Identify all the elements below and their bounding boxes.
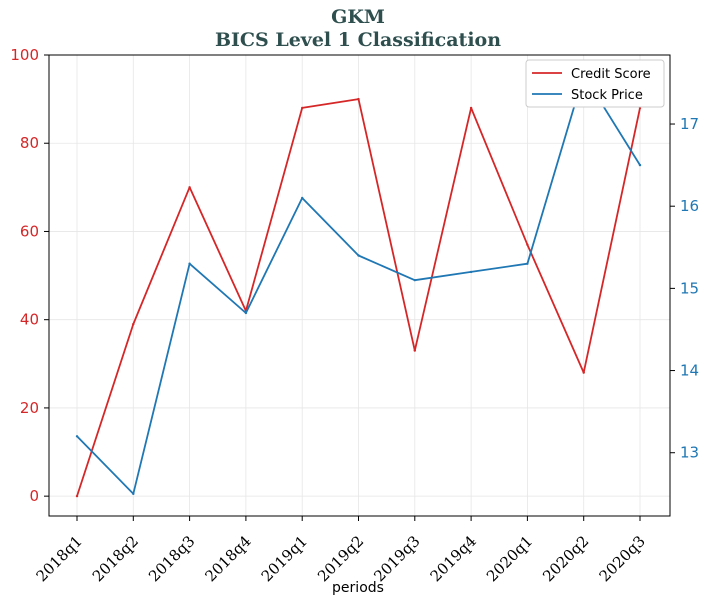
y-tick-label-left: 80: [20, 134, 39, 152]
legend-label-credit-score: Credit Score: [571, 67, 651, 82]
data-point-stock-price: [469, 270, 473, 274]
data-point-stock-price: [357, 254, 360, 257]
x-tick-label: 2018q3: [145, 532, 198, 585]
plot-frame: [48, 54, 671, 517]
legend-box: [525, 59, 665, 108]
y-axis-left: 0 20 40 60 80 100: [10, 46, 49, 505]
data-point-credit-score: [188, 186, 191, 189]
data-point-credit-score: [132, 322, 135, 326]
y-tick-label-right: 17: [680, 115, 699, 133]
legend: Credit Score Stock Price: [525, 59, 665, 108]
data-point-stock-price: [188, 262, 191, 265]
data-point-credit-score: [469, 106, 473, 110]
series-group: [75, 73, 642, 498]
data-point-stock-price: [638, 163, 642, 167]
legend-label-stock-price: Stock Price: [571, 88, 643, 103]
y-axis-right: 13 14 15 16 17: [670, 115, 699, 462]
data-point-credit-score: [582, 371, 585, 374]
y-tick-label-right: 13: [680, 444, 699, 462]
chart-title: GKM: [331, 6, 385, 28]
data-point-credit-score: [357, 97, 360, 101]
y-tick-label-right: 16: [680, 197, 699, 215]
data-point-credit-score: [301, 106, 304, 110]
x-tick-label: 2018q1: [33, 532, 86, 585]
data-point-stock-price: [75, 435, 79, 438]
x-axis: 2018q1 2018q2 2018q3 2018q4 2019q1 2019q2 2019…: [33, 516, 649, 585]
y-tick-label-right: 14: [680, 362, 699, 380]
x-tick-label: 2019q4: [427, 532, 480, 585]
x-tick-label: 2020q2: [539, 532, 592, 585]
data-point-credit-score: [526, 243, 529, 246]
x-tick-label: 2019q3: [370, 532, 423, 585]
data-point-stock-price: [526, 262, 529, 265]
x-tick-label: 2020q3: [596, 532, 649, 585]
chart-subtitle: BICS Level 1 Classification: [215, 29, 501, 51]
data-point-stock-price: [244, 311, 248, 315]
grid: [49, 54, 670, 516]
x-tick-label: 2018q4: [201, 532, 254, 585]
y-tick-label-left: 0: [29, 487, 39, 505]
y-tick-label-left: 40: [20, 311, 39, 329]
y-tick-label-left: 60: [20, 222, 39, 240]
data-point-credit-score: [413, 349, 416, 352]
x-tick-label: 2018q2: [89, 532, 142, 585]
x-tick-label: 2019q1: [258, 532, 311, 585]
x-tick-label: 2020q1: [483, 532, 536, 585]
y-tick-label-left: 100: [10, 46, 39, 64]
data-point-stock-price: [132, 492, 135, 496]
x-axis-label: periods: [332, 580, 384, 596]
x-tick-label: 2019q2: [314, 532, 367, 585]
data-point-stock-price: [301, 196, 304, 200]
data-point-credit-score: [75, 494, 79, 498]
y-tick-label-left: 20: [20, 399, 39, 417]
data-point-stock-price: [413, 278, 416, 282]
y-tick-label-right: 15: [680, 279, 699, 297]
